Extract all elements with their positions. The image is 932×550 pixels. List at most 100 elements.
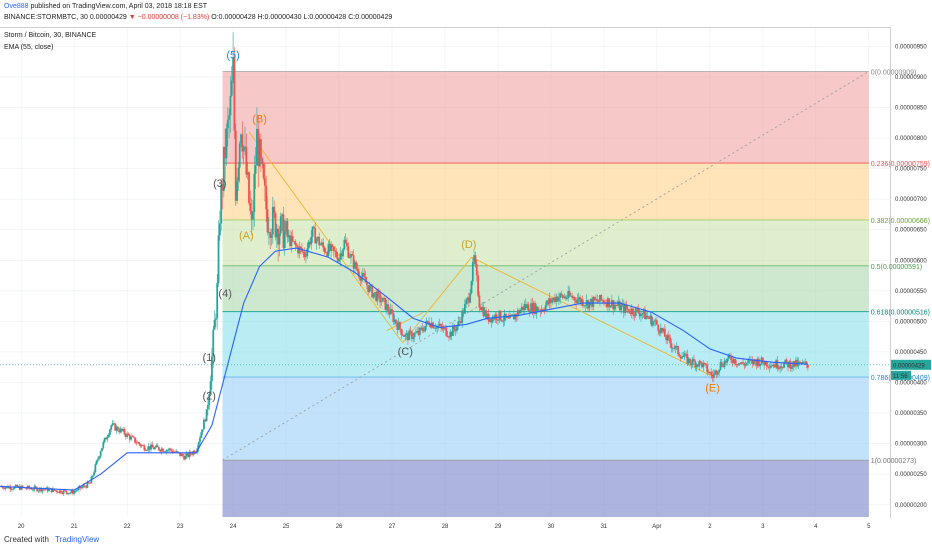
candle-body — [375, 292, 378, 302]
candle-body — [756, 358, 759, 366]
candle-body — [233, 57, 236, 131]
candle-body — [254, 165, 257, 174]
candle-body — [112, 423, 115, 425]
candle-body — [56, 490, 58, 493]
candle-body — [225, 128, 228, 159]
candle-body — [699, 360, 702, 363]
candle-body — [67, 493, 70, 495]
candle-body — [467, 297, 470, 303]
candle-body — [779, 366, 781, 369]
candle-body — [663, 328, 666, 337]
candle-body — [556, 296, 559, 302]
candle-body — [142, 445, 144, 447]
candle-body — [491, 316, 494, 323]
candle-body — [453, 325, 456, 330]
candle-body — [463, 304, 466, 314]
candle-body — [806, 364, 809, 368]
fib-level-label: 0(0.00000909) — [871, 69, 917, 76]
candle-body — [724, 360, 727, 363]
candle-body — [454, 329, 457, 331]
fib-level-label: 0.382(0.00000666) — [871, 218, 930, 225]
candle-body — [748, 359, 751, 361]
candle-body — [347, 246, 350, 258]
candle-body — [527, 304, 530, 312]
candle-body — [405, 333, 408, 335]
candle-body — [248, 172, 250, 203]
candle-body — [470, 281, 473, 293]
candle-body — [715, 370, 718, 375]
candle-body — [437, 325, 440, 327]
wave-label: (D) — [461, 239, 476, 251]
candle-body — [279, 216, 282, 234]
candle-body — [365, 282, 368, 286]
candle-body — [569, 295, 572, 297]
candle-body — [110, 425, 113, 430]
candle-body — [332, 246, 335, 251]
wave-label: (C) — [398, 346, 413, 358]
candle-body — [654, 320, 657, 322]
candle-body — [240, 134, 242, 144]
candle-body — [234, 130, 237, 201]
candle-body — [638, 312, 641, 317]
candle-body — [322, 242, 325, 248]
y-tick-label: 0.00000350 — [895, 411, 927, 417]
candle-body — [592, 297, 595, 307]
candle-body — [716, 372, 719, 375]
current-price-value: 0.00000429 — [893, 363, 925, 369]
candle-body — [805, 361, 808, 365]
candle-body — [761, 357, 764, 363]
candle-body — [486, 313, 489, 319]
candle-body — [618, 301, 621, 311]
tradingview-logo-text[interactable]: TradingView — [55, 535, 100, 544]
candle-body — [9, 486, 12, 490]
candle-body — [291, 235, 294, 242]
candle-body — [420, 327, 423, 329]
candle-body — [675, 346, 678, 347]
x-tick-label: 31 — [601, 524, 608, 530]
candle-body — [309, 241, 311, 245]
candle-body — [154, 447, 156, 450]
candle-body — [563, 296, 566, 298]
candle-body — [773, 364, 776, 368]
current-price-tag: 0.00000429 11:56 — [0, 359, 931, 380]
candle-body — [150, 444, 152, 450]
candle-body — [61, 493, 64, 494]
candle-body — [364, 276, 367, 283]
candle-body — [197, 442, 200, 449]
candle-body — [593, 297, 596, 301]
candle-body — [614, 304, 617, 306]
candle-body — [544, 305, 547, 311]
candle-body — [242, 146, 245, 152]
candle-body — [800, 362, 803, 364]
candle-body — [307, 241, 310, 249]
candle-body — [83, 485, 86, 487]
author-link[interactable]: Ove888 — [4, 3, 29, 10]
candle-body — [109, 429, 111, 435]
candle-body — [156, 445, 159, 448]
candle-body — [116, 426, 119, 431]
price-change: ▼ −0.00000008 (−1.83%) — [128, 14, 210, 21]
indicator-legend: EMA (55, close) — [4, 44, 54, 51]
candle-body — [744, 363, 747, 366]
candle-body — [576, 299, 579, 304]
candle-body — [346, 243, 348, 247]
candle-body — [708, 371, 711, 373]
candle-body — [400, 328, 403, 335]
candle-body — [130, 436, 133, 440]
candle-body — [662, 328, 665, 332]
candle-body — [77, 487, 80, 491]
price-axis: 0.00000950 0.00000900 0.00000850 0.00000800… — [895, 44, 927, 508]
candle-body — [577, 297, 580, 300]
candle-body — [175, 451, 178, 453]
candle-body — [363, 273, 366, 277]
candle-body — [204, 419, 207, 422]
wave-label: (5) — [226, 50, 239, 62]
candle-body — [238, 143, 241, 168]
candle-body — [318, 236, 321, 246]
candle-body — [550, 298, 552, 303]
candle-body — [71, 490, 74, 494]
candle-body — [50, 488, 53, 493]
candle-body — [653, 321, 656, 323]
candle-body — [338, 259, 340, 262]
